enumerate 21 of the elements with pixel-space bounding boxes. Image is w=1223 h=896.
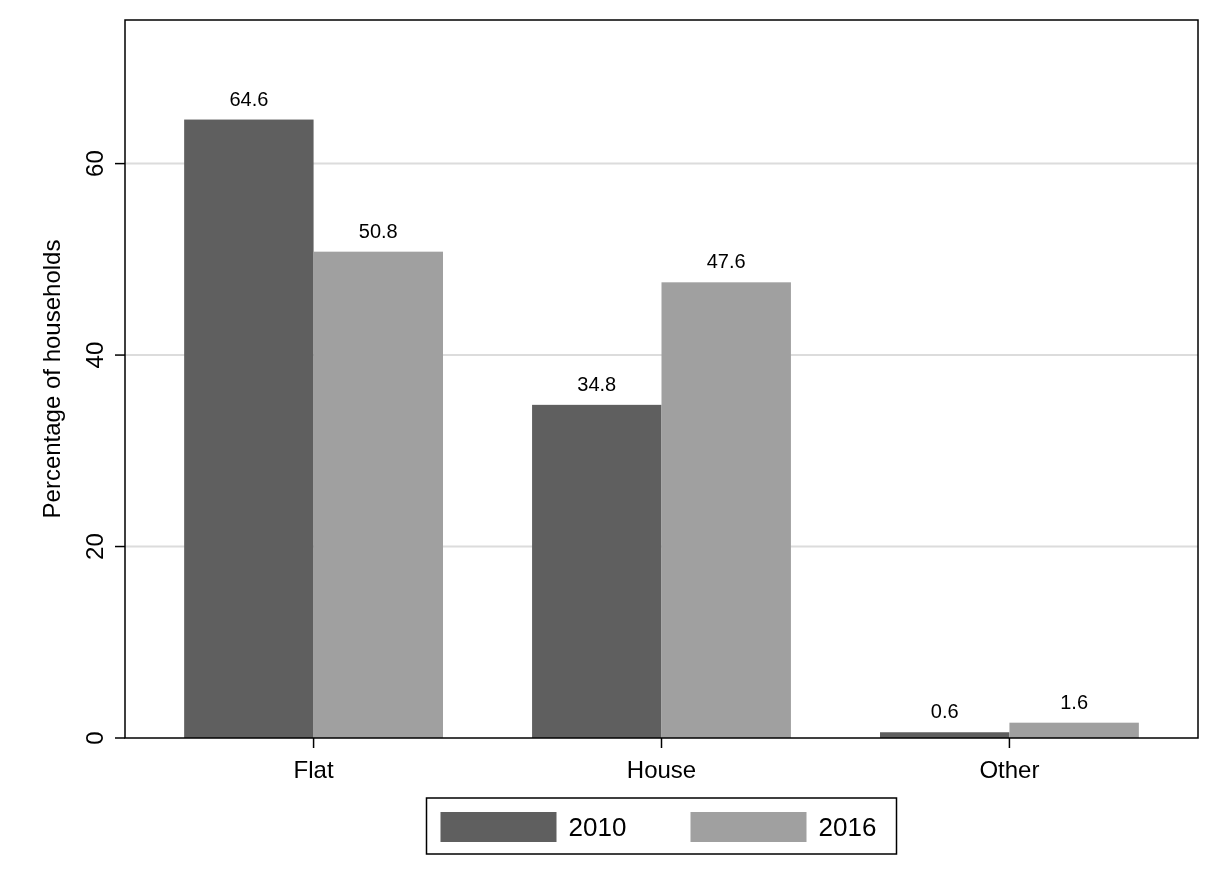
bar <box>661 282 791 738</box>
data-label: 0.6 <box>930 700 959 723</box>
data-label: 1.6 <box>1060 690 1089 713</box>
y-tick-label: 60 <box>81 150 108 177</box>
bar <box>1009 722 1139 738</box>
x-tick-label: House <box>626 756 697 783</box>
data-label: 50.8 <box>358 219 398 242</box>
data-label: 34.8 <box>577 372 617 395</box>
y-tick-label: 40 <box>81 341 108 369</box>
data-label: 47.6 <box>706 250 746 273</box>
bar <box>532 404 662 738</box>
bar <box>184 119 314 738</box>
legend-label: 2016 <box>818 812 877 842</box>
x-tick-label: Flat <box>293 756 334 783</box>
legend-label: 2010 <box>568 812 627 842</box>
x-tick-label: Other <box>979 756 1040 783</box>
y-axis-title: Percentage of households <box>38 239 65 519</box>
data-label: 64.6 <box>229 87 269 110</box>
y-tick-label: 20 <box>81 533 108 560</box>
bar <box>313 251 443 738</box>
y-tick-label: 0 <box>81 731 108 745</box>
